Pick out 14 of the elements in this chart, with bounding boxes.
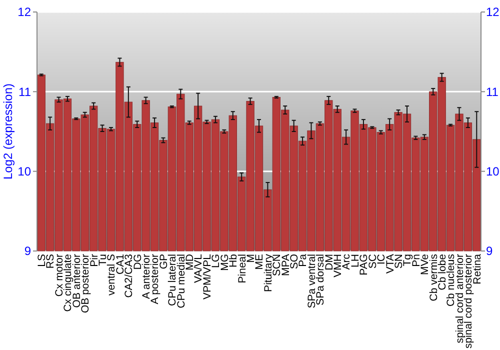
y-tick-label: 11	[18, 84, 32, 99]
y-tick-label: 9	[24, 244, 32, 258]
x-tick-label: A posterior	[149, 254, 162, 304]
y2-tick-label: 11	[486, 84, 499, 99]
y-tick-label: 12	[18, 5, 32, 20]
y-tick-label: 10	[18, 164, 32, 179]
x-tick-label: RS	[44, 254, 57, 269]
y2-tick-label: 12	[486, 5, 500, 20]
y2-tick-label: 9	[486, 244, 493, 258]
x-tick-label: SO	[288, 254, 300, 270]
x-tick-label: OB posterior	[80, 254, 92, 313]
y-axis-title: Log2 (expression)	[1, 83, 15, 180]
x-tick-label: DG	[132, 254, 144, 270]
y2-tick-label: 10	[486, 164, 500, 179]
